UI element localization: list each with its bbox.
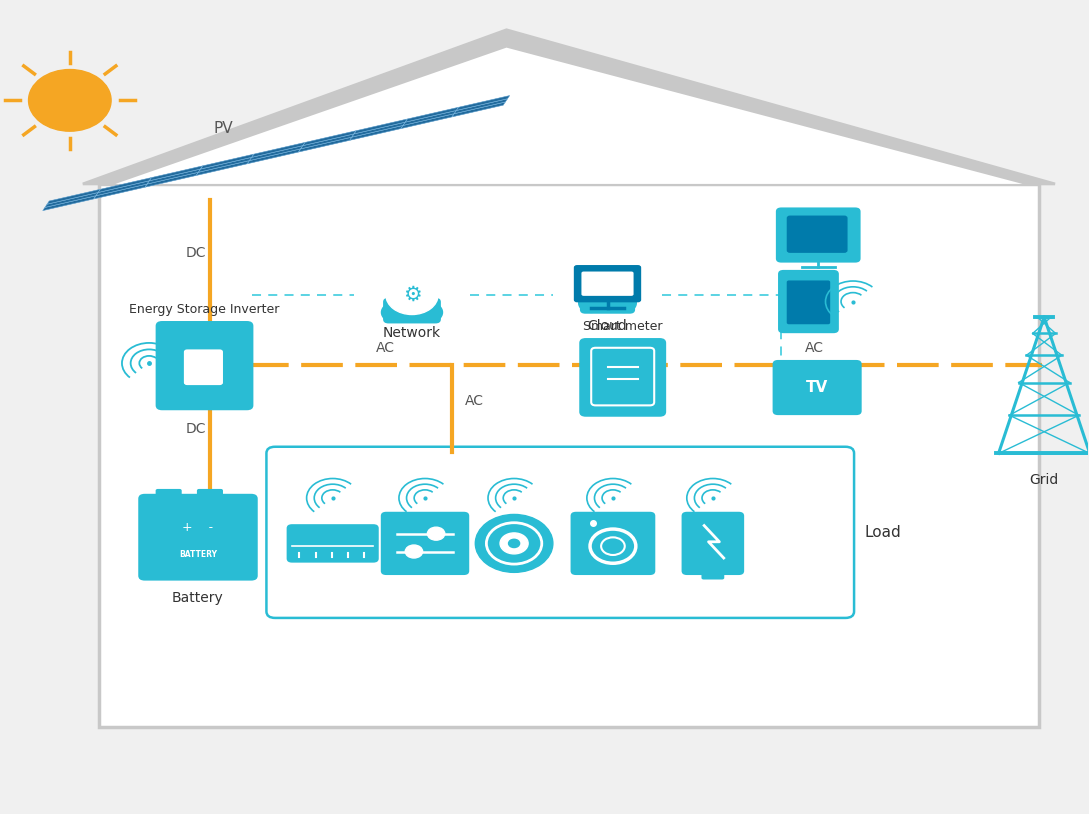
Polygon shape bbox=[454, 98, 507, 114]
Polygon shape bbox=[45, 192, 98, 208]
Polygon shape bbox=[42, 95, 510, 211]
FancyBboxPatch shape bbox=[775, 208, 860, 263]
Polygon shape bbox=[198, 157, 252, 173]
Text: Cloud: Cloud bbox=[588, 319, 627, 333]
Text: Energy Storage Inverter: Energy Storage Inverter bbox=[130, 303, 280, 316]
FancyBboxPatch shape bbox=[267, 447, 854, 618]
FancyBboxPatch shape bbox=[786, 216, 847, 253]
FancyBboxPatch shape bbox=[682, 512, 744, 575]
FancyBboxPatch shape bbox=[778, 270, 839, 333]
Polygon shape bbox=[252, 142, 305, 157]
Circle shape bbox=[28, 69, 111, 131]
FancyBboxPatch shape bbox=[138, 494, 258, 580]
Polygon shape bbox=[149, 166, 203, 181]
Polygon shape bbox=[247, 149, 301, 164]
Polygon shape bbox=[452, 102, 505, 117]
Polygon shape bbox=[354, 119, 407, 133]
Polygon shape bbox=[99, 184, 1039, 728]
Polygon shape bbox=[301, 133, 354, 149]
Circle shape bbox=[509, 539, 519, 548]
Circle shape bbox=[500, 533, 528, 554]
FancyBboxPatch shape bbox=[580, 289, 635, 313]
Polygon shape bbox=[196, 160, 249, 176]
Circle shape bbox=[611, 294, 636, 313]
FancyBboxPatch shape bbox=[197, 489, 223, 502]
Text: +    -: + - bbox=[183, 522, 213, 535]
Polygon shape bbox=[94, 184, 147, 199]
Circle shape bbox=[591, 282, 624, 306]
Polygon shape bbox=[98, 177, 151, 192]
Polygon shape bbox=[249, 146, 303, 160]
Polygon shape bbox=[145, 173, 198, 187]
FancyBboxPatch shape bbox=[772, 360, 861, 415]
FancyBboxPatch shape bbox=[701, 568, 724, 580]
FancyBboxPatch shape bbox=[579, 338, 666, 417]
Polygon shape bbox=[147, 169, 200, 184]
Text: Battery: Battery bbox=[172, 591, 224, 605]
Text: AC: AC bbox=[805, 341, 824, 355]
Polygon shape bbox=[405, 107, 458, 122]
FancyBboxPatch shape bbox=[383, 298, 441, 323]
Polygon shape bbox=[47, 189, 100, 204]
Circle shape bbox=[588, 274, 612, 292]
Circle shape bbox=[386, 276, 438, 314]
Polygon shape bbox=[298, 137, 352, 152]
Circle shape bbox=[381, 303, 408, 322]
Polygon shape bbox=[352, 122, 405, 137]
Polygon shape bbox=[96, 181, 149, 195]
FancyBboxPatch shape bbox=[786, 281, 830, 324]
FancyBboxPatch shape bbox=[184, 349, 223, 385]
Circle shape bbox=[416, 303, 442, 322]
Circle shape bbox=[407, 282, 432, 300]
Polygon shape bbox=[456, 95, 510, 111]
Text: Network: Network bbox=[383, 326, 441, 340]
Text: DC: DC bbox=[186, 246, 207, 260]
Circle shape bbox=[392, 282, 417, 300]
Text: Grid: Grid bbox=[1029, 473, 1059, 488]
Text: PV: PV bbox=[213, 120, 233, 136]
FancyBboxPatch shape bbox=[582, 272, 634, 295]
Polygon shape bbox=[350, 125, 403, 140]
FancyBboxPatch shape bbox=[156, 489, 182, 502]
Text: ⚙: ⚙ bbox=[403, 285, 421, 305]
Polygon shape bbox=[200, 154, 254, 169]
Circle shape bbox=[475, 514, 553, 572]
Polygon shape bbox=[115, 48, 1023, 184]
Text: AC: AC bbox=[376, 341, 395, 355]
Circle shape bbox=[603, 274, 626, 292]
Text: DC: DC bbox=[186, 422, 207, 436]
FancyBboxPatch shape bbox=[571, 512, 656, 575]
Polygon shape bbox=[403, 111, 456, 125]
Text: BATTERY: BATTERY bbox=[179, 549, 217, 558]
Circle shape bbox=[405, 545, 423, 558]
Polygon shape bbox=[42, 195, 96, 211]
FancyBboxPatch shape bbox=[156, 321, 254, 410]
Polygon shape bbox=[401, 114, 454, 129]
FancyBboxPatch shape bbox=[381, 512, 469, 575]
FancyBboxPatch shape bbox=[574, 265, 641, 302]
Polygon shape bbox=[83, 30, 1055, 184]
Circle shape bbox=[427, 527, 444, 540]
Text: AC: AC bbox=[465, 394, 485, 409]
Text: Smart meter: Smart meter bbox=[583, 320, 662, 333]
FancyBboxPatch shape bbox=[286, 524, 379, 562]
Text: TV: TV bbox=[806, 380, 829, 395]
FancyBboxPatch shape bbox=[591, 348, 654, 405]
Circle shape bbox=[578, 294, 603, 313]
Text: Load: Load bbox=[865, 525, 902, 540]
Polygon shape bbox=[303, 130, 356, 146]
Circle shape bbox=[395, 290, 429, 316]
